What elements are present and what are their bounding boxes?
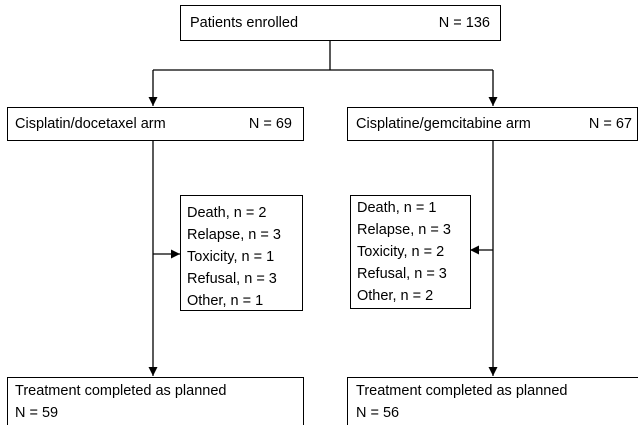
box [7,107,304,141]
node-label: Treatment completed as planned [15,383,226,399]
node-count: N = 59 [15,405,58,421]
dropout-reason: Other, n = 2 [357,288,433,304]
dropout-reason: Refusal, n = 3 [187,271,277,287]
dropout-reason: Relapse, n = 3 [357,222,451,238]
box [350,195,471,309]
node-count: N = 56 [356,405,399,421]
node-label: Cisplatin/docetaxel arm [15,116,166,132]
dropout-list: Death, n = 2 Relapse, n = 3 Toxicity, n = … [187,205,281,309]
box [7,377,304,425]
dropout-reason: Refusal, n = 3 [357,266,447,282]
dropout-reason: Relapse, n = 3 [187,227,281,243]
dropout-reason: Other, n = 1 [187,293,263,309]
box [180,5,501,41]
box [180,195,303,311]
node-count: N = 69 [249,116,292,132]
dropout-reason: Death, n = 1 [357,200,436,216]
node-label: Patients enrolled [190,15,298,31]
dropout-reason: Death, n = 2 [187,205,266,221]
node-count: N = 67 [589,116,632,132]
node-label: Treatment completed as planned [356,383,567,399]
box [347,377,638,425]
dropout-list: Death, n = 1 Relapse, n = 3 Toxicity, n = … [357,200,451,304]
node-count: N = 136 [439,15,490,31]
node-label: Cisplatine/gemcitabine arm [356,116,531,132]
dropout-reason: Toxicity, n = 2 [357,244,444,260]
dropout-reason: Toxicity, n = 1 [187,249,274,265]
